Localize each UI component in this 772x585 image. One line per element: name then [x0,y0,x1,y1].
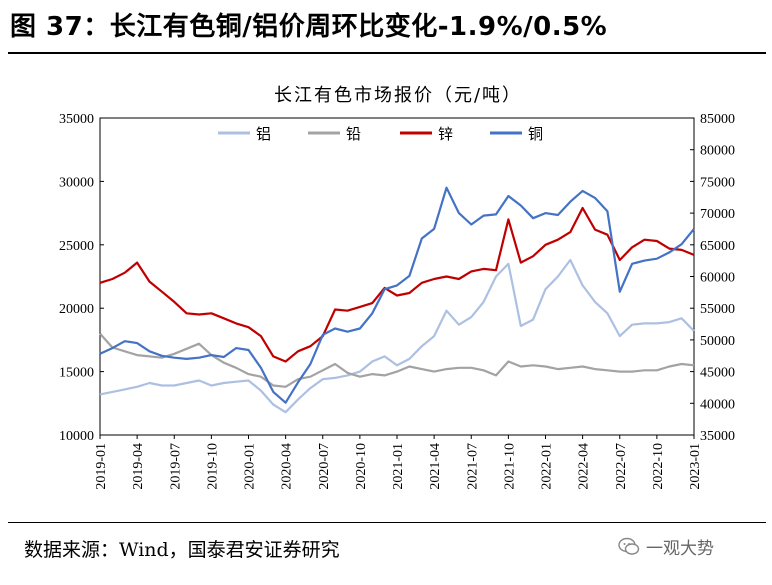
source-note: 数据来源：Wind，国泰君安证券研究 [24,539,340,561]
y-right-tick-label: 65000 [700,239,735,254]
y-right-tick-label: 50000 [700,334,735,349]
x-tick-label: 2020-07 [317,443,332,490]
y-left-tick-label: 15000 [59,366,94,381]
legend-label-copper: 铜 [528,125,543,143]
x-tick-label: 2020-04 [280,443,295,490]
y-right-tick-label: 55000 [700,302,735,317]
chart-title: 长江有色市场报价（元/吨） [274,85,522,106]
x-tick-label: 2021-10 [502,443,517,490]
wechat-icon [618,537,640,555]
x-tick-label: 2022-07 [614,443,629,490]
y-right-tick-label: 85000 [700,112,735,127]
axes-layer: 10000 15000 20000 25000 30000 35000 35000 40000… [59,112,735,490]
x-tick-label: 2019-07 [168,443,183,490]
plot-frame [99,117,695,436]
legend-label-zinc: 锌 [438,125,453,143]
series-line-copper [99,186,695,404]
x-tick-label: 2023-01 [688,443,703,490]
legend-label-aluminum: 铝 [256,125,271,143]
figure-title: 图 37：长江有色铜/铝价周环比变化-1.9%/0.5% [10,12,608,42]
y-right-tick-label: 45000 [700,366,735,381]
y-left-tick-label: 30000 [59,175,94,190]
y-left-tick-label: 20000 [59,302,94,317]
x-tick-label: 2021-07 [465,443,480,490]
y-left-tick-label: 25000 [59,239,94,254]
series-line-lead [99,332,695,388]
x-tick-label: 2019-01 [94,443,109,490]
watermark: 一观大势 [618,534,714,559]
x-tick-label: 2020-10 [354,443,369,490]
y-right-tick-label: 70000 [700,207,735,222]
source-rule [8,522,766,523]
y-right-tick-label: 75000 [700,175,735,190]
legend-label-lead: 铅 [346,125,361,143]
x-tick-label: 2021-01 [391,443,406,490]
x-tick-label: 2019-10 [205,443,220,490]
series-line-zinc [99,206,695,363]
x-tick-label: 2022-04 [577,443,592,490]
y-right-tick-label: 40000 [700,397,735,412]
series-line-aluminum [99,258,695,414]
x-tick-label: 2022-01 [540,443,555,490]
y-left-tick-label: 10000 [59,429,94,444]
x-tick-label: 2019-04 [131,443,146,490]
y-left-tick-label: 35000 [59,112,94,127]
legend: 铝铅锌铜 [218,125,543,143]
series-layer [99,186,695,414]
x-tick-label: 2021-04 [428,443,443,490]
title-rule [8,52,766,54]
x-tick-label: 2020-01 [243,443,258,490]
y-right-tick-label: 35000 [700,429,735,444]
y-right-tick-label: 80000 [700,144,735,159]
x-tick-label: 2022-10 [651,443,666,490]
watermark-text: 一观大势 [646,539,714,559]
y-right-tick-label: 60000 [700,271,735,286]
